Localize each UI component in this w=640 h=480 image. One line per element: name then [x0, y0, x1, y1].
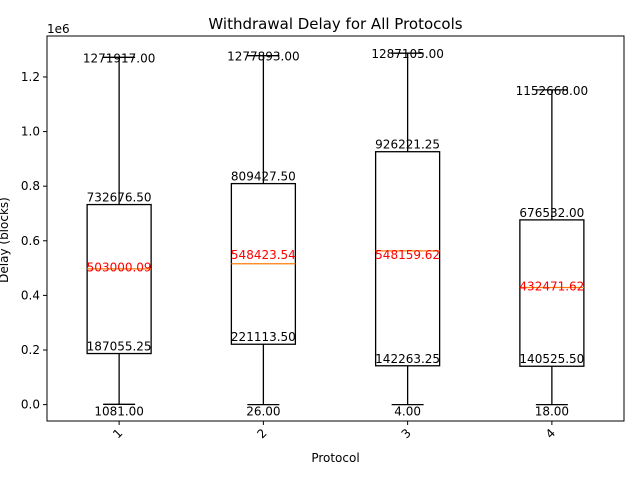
min-label: 4.00	[394, 405, 421, 419]
x-tick-label: 3	[399, 426, 414, 441]
y-tick-label: 0.2	[21, 343, 40, 357]
plot-area: 0.0 0.2 0.4 0.6 0.8 1.0 1.2 1 1271917.00 732676.5…	[21, 35, 625, 441]
mean-label: 548423.54	[231, 248, 296, 262]
y-tick-label: 0.6	[21, 234, 40, 248]
max-label: 1152668.00	[516, 84, 589, 98]
y-tick-label: 1.2	[21, 70, 40, 84]
q1-label: 187055.25	[87, 340, 152, 354]
q3-label: 926221.25	[375, 138, 440, 152]
q3-label: 809427.50	[231, 170, 296, 184]
min-label: 18.00	[535, 405, 569, 419]
mean-label: 548159.62	[375, 248, 440, 262]
q1-label: 221113.50	[231, 330, 296, 344]
box-iqr	[86, 203, 152, 355]
q1-label: 140525.50	[519, 352, 584, 366]
y-tick-label: 1.0	[21, 125, 40, 139]
y-tick-label: 0.0	[21, 398, 40, 412]
q3-label: 676532.00	[519, 206, 584, 220]
mean-label: 503000.09	[87, 260, 152, 274]
max-label: 1287105.00	[371, 47, 444, 61]
min-label: 1081.00	[94, 404, 144, 418]
mean-label: 432471.62	[519, 280, 584, 294]
x-tick-label: 4	[543, 426, 558, 441]
y-axis-label: Delay (blocks)	[0, 197, 11, 283]
x-tick-label: 2	[254, 426, 269, 441]
y-tick-label: 0.8	[21, 179, 40, 193]
min-label: 26.00	[246, 405, 280, 419]
y-scale-label: 1e6	[47, 22, 70, 36]
q3-label: 732676.50	[87, 191, 152, 205]
y-tick-label: 0.4	[21, 288, 40, 302]
box-iqr	[519, 219, 585, 367]
max-label: 1277893.00	[227, 50, 300, 64]
x-axis-label: Protocol	[311, 451, 359, 465]
box-iqr	[374, 151, 441, 367]
plot-frame	[46, 35, 625, 422]
max-label: 1271917.00	[83, 51, 156, 65]
q1-label: 142263.25	[375, 352, 440, 366]
x-tick-label: 1	[110, 426, 125, 441]
chart-title: Withdrawal Delay for All Protocols	[208, 15, 462, 33]
